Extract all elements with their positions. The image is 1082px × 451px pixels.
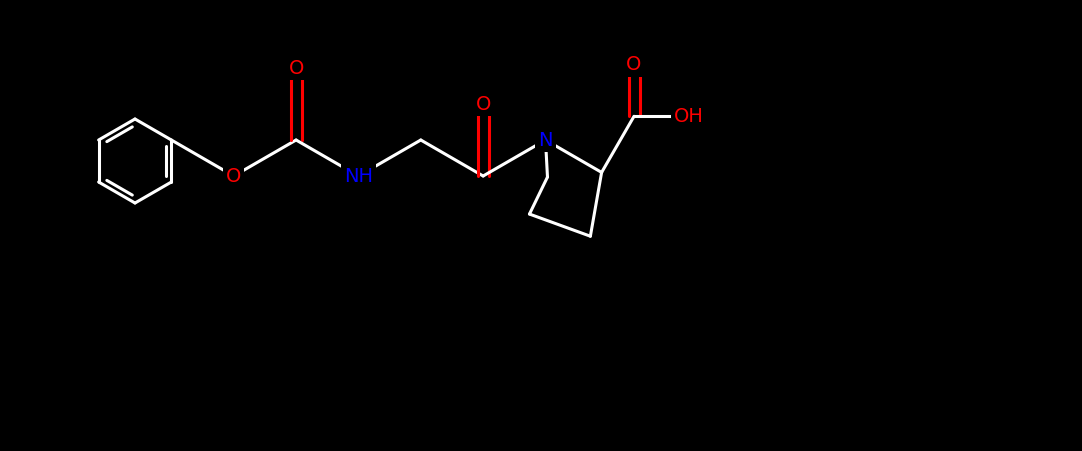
Text: O: O	[226, 166, 241, 185]
Text: N: N	[538, 130, 553, 149]
Text: O: O	[289, 59, 304, 78]
Text: OH: OH	[674, 107, 704, 126]
Text: O: O	[475, 95, 491, 114]
Text: NH: NH	[344, 166, 373, 185]
Text: O: O	[626, 55, 642, 74]
